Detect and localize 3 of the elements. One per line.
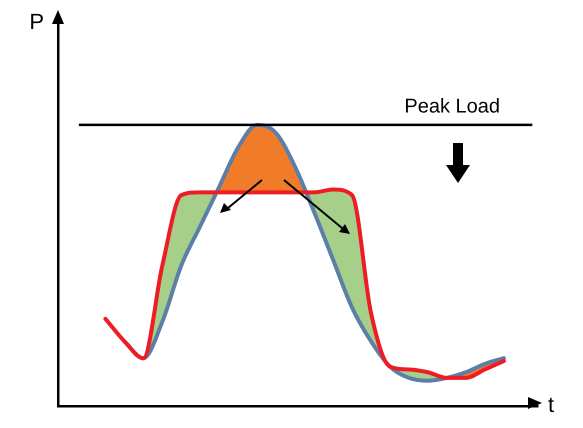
- ref-line-label: Peak Load: [404, 95, 500, 118]
- y-axis-title: P: [29, 9, 44, 34]
- x-axis-title: t: [548, 392, 554, 418]
